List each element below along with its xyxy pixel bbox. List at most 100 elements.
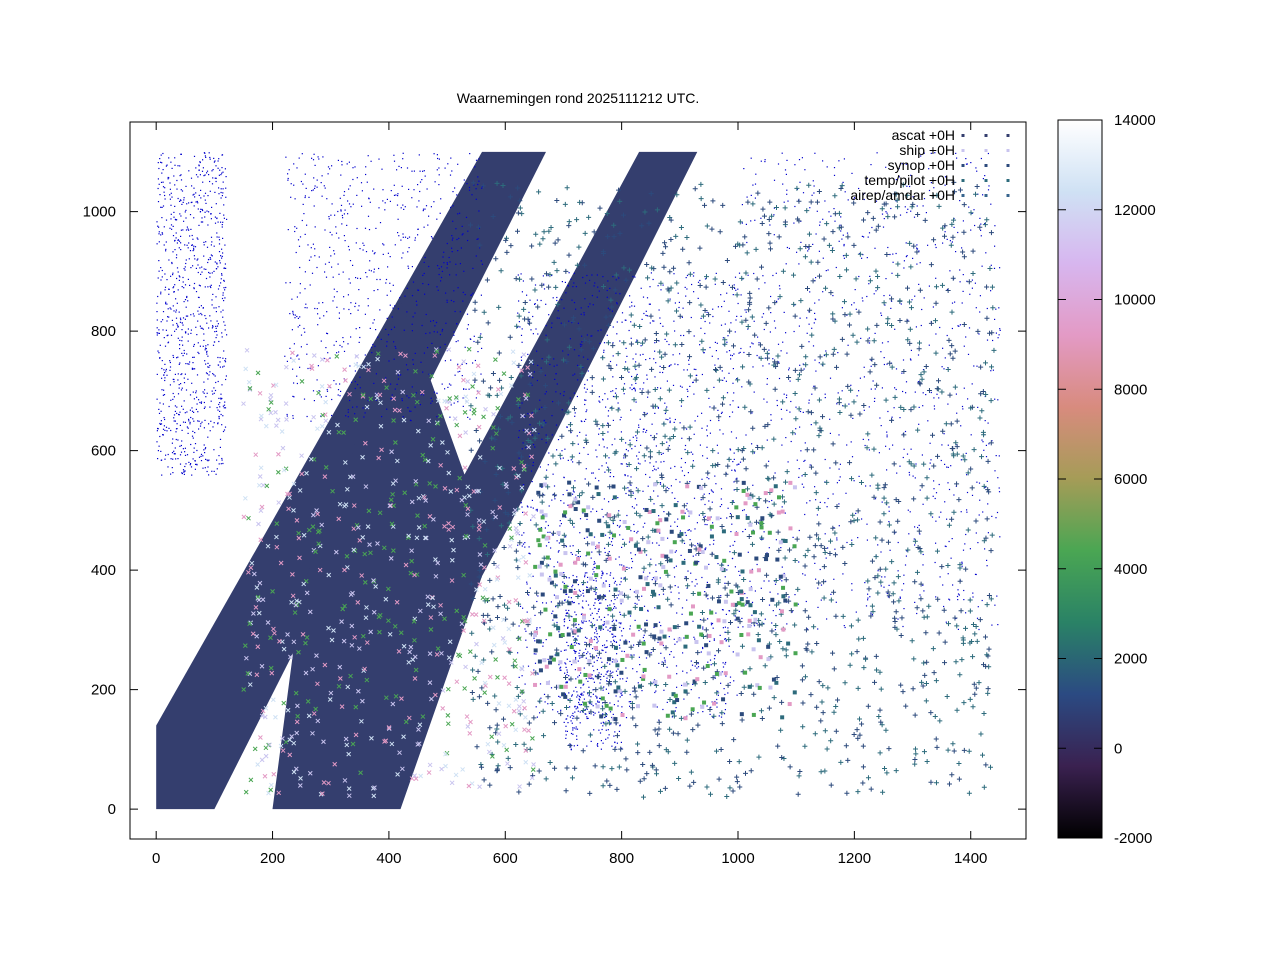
coastline-dot xyxy=(970,162,972,164)
coastline-dot xyxy=(723,344,725,346)
coastline-dot xyxy=(955,393,957,395)
coastline-dot xyxy=(337,210,339,213)
coastline-dot xyxy=(202,345,204,347)
temp-pilot-marker xyxy=(842,312,848,318)
coastline-dot xyxy=(224,289,226,291)
coastline-dot xyxy=(729,545,731,547)
coastline-dot xyxy=(392,284,394,286)
coastline-dot xyxy=(174,205,176,207)
coastline-dot xyxy=(670,467,672,469)
coastline-dot xyxy=(598,468,600,470)
coastline-dot xyxy=(770,414,772,416)
coastline-dot xyxy=(639,354,641,356)
coastline-dot xyxy=(178,247,180,249)
coastline-dot xyxy=(700,317,702,319)
coastline-dot xyxy=(991,440,993,442)
coastline-dot xyxy=(552,401,554,403)
coastline-dot xyxy=(200,401,203,403)
coastline-dot xyxy=(538,701,540,703)
coastline-dot xyxy=(458,237,460,239)
coastline-dot xyxy=(413,170,415,172)
temp-pilot-marker xyxy=(666,387,672,393)
coastline-dot xyxy=(742,278,744,280)
coastline-dot xyxy=(292,312,294,314)
coastline-dot xyxy=(318,390,320,392)
coastline-dot xyxy=(400,239,402,241)
temp-pilot-marker xyxy=(613,394,619,400)
coastline-dot xyxy=(481,347,483,349)
coastline-dot xyxy=(583,312,585,314)
coastline-dot xyxy=(321,175,323,177)
coastline-dot xyxy=(330,255,332,257)
coastline-dot xyxy=(455,274,457,276)
temp-pilot-marker xyxy=(985,458,991,464)
coastline-dot xyxy=(196,259,198,261)
temp-pilot-marker xyxy=(515,401,521,407)
coastline-dot xyxy=(971,494,974,496)
coastline-dot xyxy=(908,471,910,474)
coastline-dot xyxy=(975,573,977,576)
coastline-dot xyxy=(981,599,983,602)
temp-pilot-marker xyxy=(608,365,614,371)
coastline-dot xyxy=(347,294,349,296)
coastline-dot xyxy=(998,491,1001,493)
coastline-dot xyxy=(933,488,935,490)
coastline-dot xyxy=(169,198,171,200)
coastline-dot xyxy=(344,209,346,211)
coastline-dot xyxy=(324,187,326,189)
coastline-dot xyxy=(170,429,172,432)
temp-pilot-marker xyxy=(700,347,706,353)
coastline-dot xyxy=(616,742,618,744)
coastline-dot xyxy=(647,485,649,487)
coastline-dot xyxy=(309,367,311,369)
coastline-dot xyxy=(400,374,402,376)
coastline-dot xyxy=(544,374,546,376)
coastline-dot xyxy=(660,625,662,627)
coastline-dot xyxy=(733,452,735,454)
temp-pilot-marker xyxy=(838,185,844,191)
temp-pilot-marker xyxy=(885,214,891,220)
temp-pilot-marker xyxy=(646,220,652,226)
temp-pilot-marker xyxy=(699,338,705,344)
temp-pilot-marker xyxy=(759,716,765,722)
coastline-dot xyxy=(612,355,614,357)
coastline-dot xyxy=(978,628,980,631)
coastline-dot xyxy=(883,586,885,588)
coastline-dot xyxy=(667,419,669,421)
coastline-dot xyxy=(780,350,782,352)
coastline-dot xyxy=(575,678,577,680)
coastline-dot xyxy=(207,466,209,468)
coastline-dot xyxy=(180,242,182,244)
coastline-dot xyxy=(712,308,714,310)
coastline-dot xyxy=(861,235,863,237)
coastline-dot xyxy=(221,457,223,460)
temp-pilot-marker xyxy=(780,646,786,652)
coastline-dot xyxy=(416,304,418,306)
coastline-dot xyxy=(218,285,221,287)
temp-pilot-marker xyxy=(687,783,693,789)
coastline-dot xyxy=(214,331,216,333)
coastline-dot xyxy=(216,468,218,470)
coastline-dot xyxy=(818,250,820,252)
coastline-dot xyxy=(549,363,551,366)
coastline-dot xyxy=(724,638,726,640)
coastline-dot xyxy=(466,328,468,330)
coastline-dot xyxy=(934,561,936,564)
coastline-dot xyxy=(881,576,883,578)
coastline-dot xyxy=(616,524,619,527)
coastline-dot xyxy=(389,282,391,284)
coastline-dot xyxy=(797,603,799,605)
coastline-dot xyxy=(402,252,404,254)
coastline-dot xyxy=(339,383,341,385)
coastline-dot xyxy=(393,154,395,156)
temp-pilot-marker xyxy=(845,234,851,240)
coastline-dot xyxy=(666,406,668,408)
coastline-dot xyxy=(577,556,579,558)
coastline-dot xyxy=(208,366,210,368)
coastline-dot xyxy=(626,465,628,467)
coastline-dot xyxy=(923,152,925,154)
coastline-dot xyxy=(205,268,207,270)
coastline-dot xyxy=(456,238,458,241)
coastline-dot xyxy=(974,224,976,227)
coastline-dot xyxy=(172,378,174,380)
